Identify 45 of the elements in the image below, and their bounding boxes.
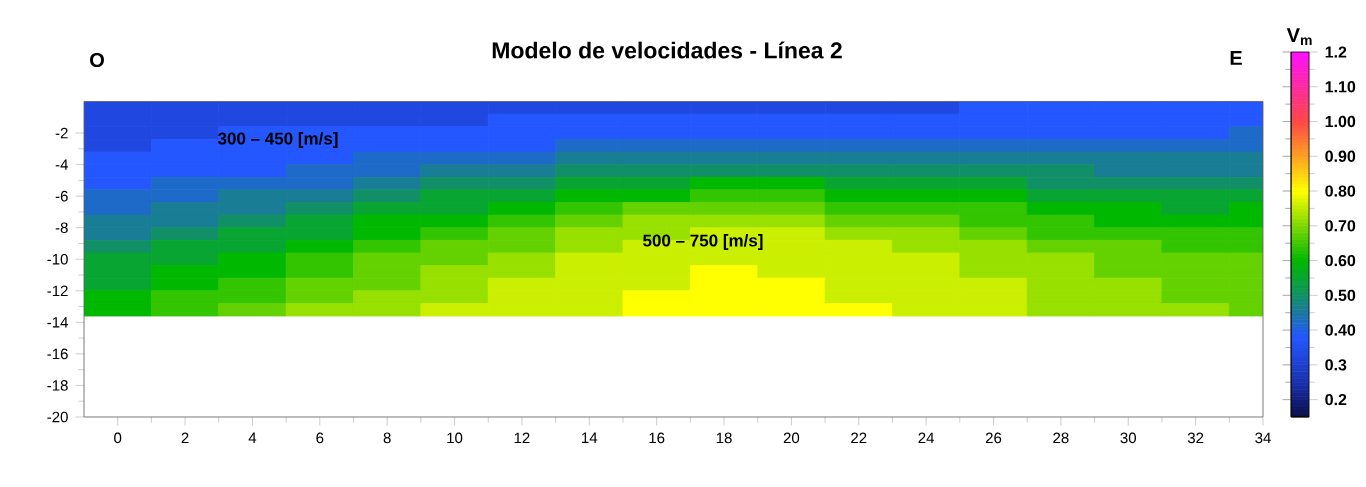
y-tick-label: -12 [47,285,68,297]
y-tick-label: -2 [55,127,68,139]
color-bar-label: 0.80 [1325,185,1356,197]
x-tick-label: 34 [1255,432,1271,444]
x-tick-label: 0 [114,432,122,444]
annotation: 300 – 450 [m/s] [217,132,338,148]
x-tick-label: 22 [851,432,867,444]
color-bar-title: V$_{m}$ [1286,28,1312,45]
x-tick-label: 16 [649,432,665,444]
x-tick-label: 14 [582,432,598,443]
y-tick-label: -20 [47,411,68,423]
x-tick-label: 20 [783,432,800,444]
x-tick-label: 28 [1053,432,1069,444]
y-tick-label: -14 [47,317,68,328]
chart-title: Modelo de velocidades - Línea 2 [492,41,842,59]
color-bar-label: 0.3 [1325,359,1347,371]
color-bar-label: 1.10 [1325,81,1356,93]
text: E [1230,51,1242,65]
x-tick-label: 6 [316,432,324,444]
y-tick-label: -16 [47,348,68,360]
x-tick-label: 26 [985,432,1002,444]
x-tick-label: 8 [383,432,391,444]
color-bar-label: 0.90 [1325,150,1356,162]
annotation: 500 – 750 [m/s] [643,234,763,250]
x-tick-label: 10 [447,432,463,444]
color-bar-label: 0.2 [1325,393,1347,406]
color-bar-label: 0.40 [1325,324,1356,336]
x-tick-label: 18 [716,432,732,444]
color-bar-label: 0.50 [1325,289,1356,301]
x-tick-label: 30 [1120,432,1136,444]
x-tick-label: 32 [1187,432,1204,444]
x-tick-label: 12 [514,432,530,444]
y-tick-label: -4 [55,159,68,170]
color-bar-label: 0.70 [1325,220,1356,232]
color-bar-label: 1.2 [1325,46,1347,58]
x-tick-label: 2 [181,432,189,444]
y-tick-label: -8 [55,222,68,234]
text: O [90,52,104,68]
color-bar-label: 0.60 [1325,254,1356,267]
x-tick-label: 24 [918,432,935,444]
y-tick-label: -18 [47,380,68,391]
y-tick-label: -10 [47,253,68,265]
color-bar-label: 1.00 [1325,115,1356,128]
y-tick-label: -6 [55,190,68,202]
x-tick-label: 4 [248,432,257,443]
